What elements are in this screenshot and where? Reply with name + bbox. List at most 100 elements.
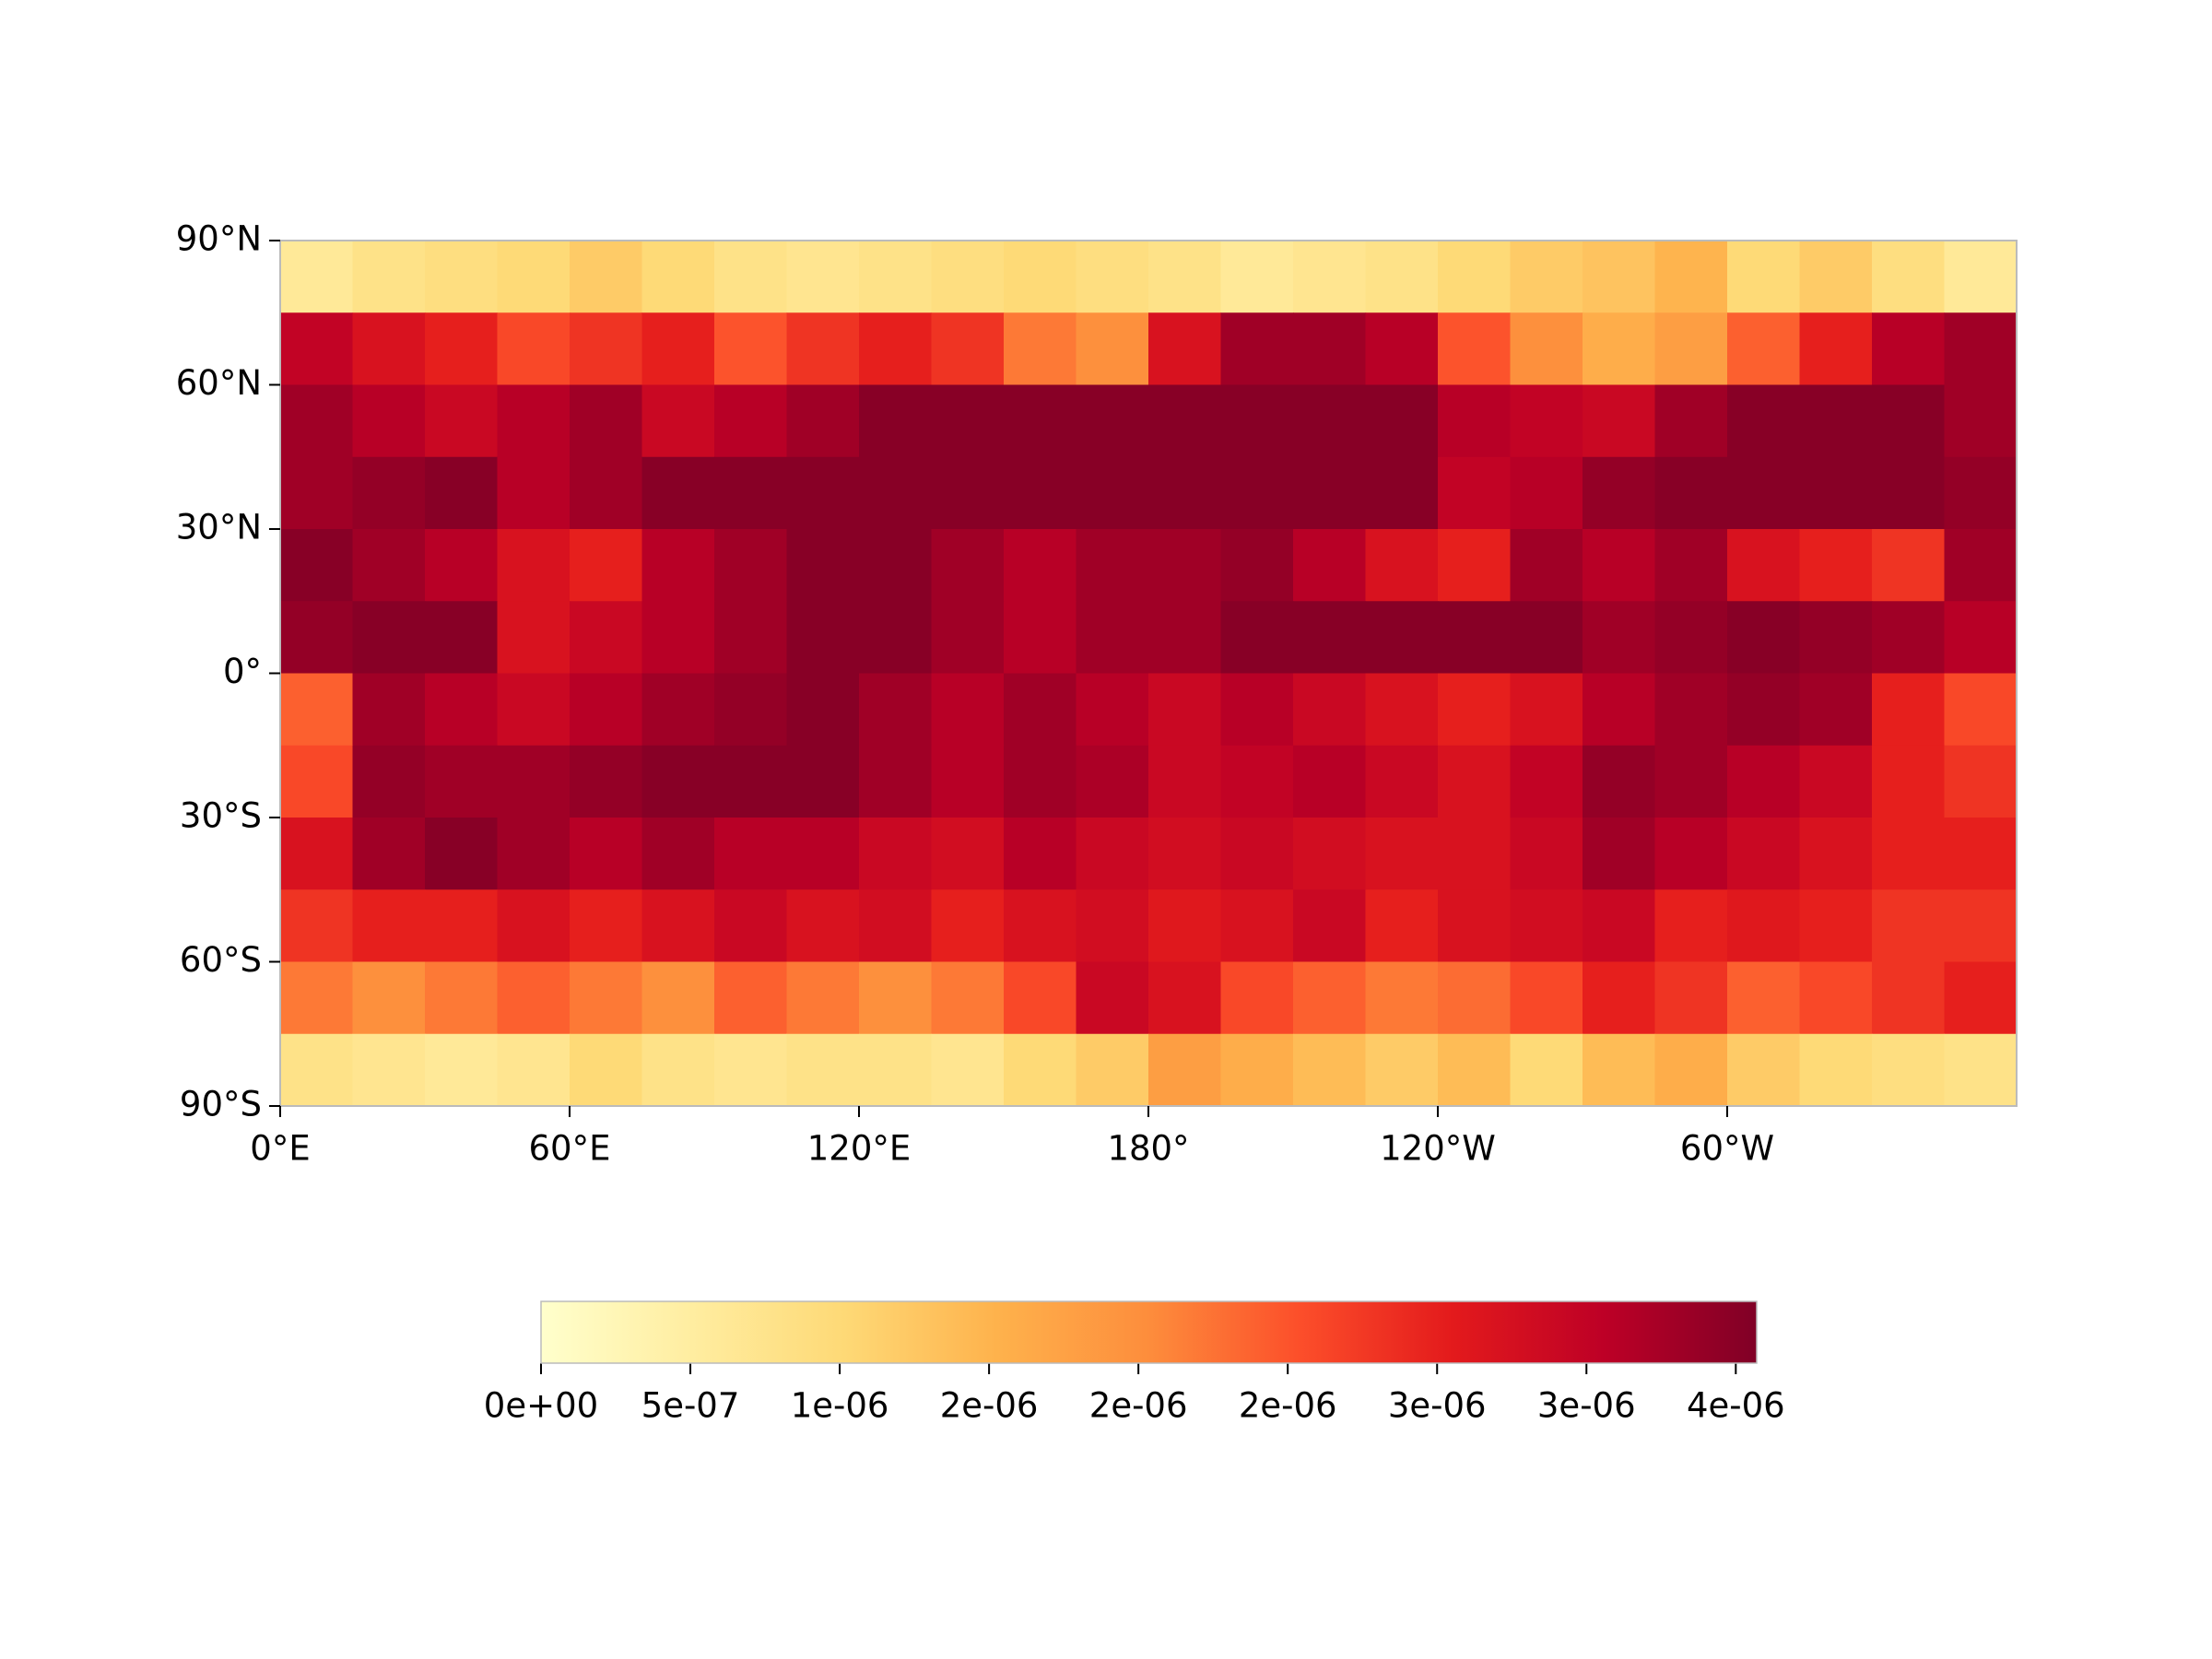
map-cell xyxy=(570,961,643,1035)
map-cell xyxy=(1148,241,1222,313)
map-cell xyxy=(1654,1033,1728,1107)
map-cell xyxy=(425,1033,499,1107)
map-cell xyxy=(1799,961,1873,1035)
map-cell xyxy=(1220,889,1294,963)
map-cell xyxy=(570,889,643,963)
map-cell xyxy=(1220,529,1294,602)
map-cell xyxy=(931,312,1005,386)
map-cell xyxy=(1944,673,2018,747)
map-cell xyxy=(931,529,1005,602)
map-cell xyxy=(352,601,426,675)
map-cell xyxy=(859,241,933,313)
map-cell xyxy=(786,529,860,602)
map-cell xyxy=(425,673,499,747)
map-cell xyxy=(714,889,788,963)
map-cell xyxy=(1583,1033,1656,1107)
map-cell xyxy=(1510,1033,1583,1107)
map-cell xyxy=(1365,961,1439,1035)
map-cell xyxy=(931,745,1005,818)
map-cell xyxy=(1727,529,1801,602)
map-cell xyxy=(786,745,860,818)
map-cell xyxy=(1510,889,1583,963)
map-cell xyxy=(1654,673,1728,747)
map-cell xyxy=(1654,312,1728,386)
map-cell xyxy=(931,241,1005,313)
map-cell xyxy=(352,1033,426,1107)
map-cell xyxy=(714,456,788,530)
x-tick-label: 60°W xyxy=(1680,1129,1774,1169)
map-cell xyxy=(497,312,571,386)
map-cell xyxy=(1438,961,1512,1035)
map-cell xyxy=(280,456,354,530)
map-cell xyxy=(280,889,354,963)
map-cell xyxy=(280,745,354,818)
map-cell xyxy=(1004,384,1077,458)
map-cell xyxy=(570,312,643,386)
map-cell xyxy=(425,961,499,1035)
map-cells xyxy=(280,241,2018,1107)
map-cell xyxy=(1872,673,1946,747)
map-cell xyxy=(641,673,715,747)
map-cell xyxy=(280,529,354,602)
map-cell xyxy=(1076,673,1149,747)
map-cell xyxy=(1799,745,1873,818)
map-cell xyxy=(1076,456,1149,530)
map-cell xyxy=(1510,241,1583,313)
map-cell xyxy=(1076,529,1149,602)
map-cell xyxy=(280,384,354,458)
map-cell xyxy=(1799,1033,1873,1107)
map-cell xyxy=(786,961,860,1035)
map-cell xyxy=(425,456,499,530)
map-cell xyxy=(1148,1033,1222,1107)
map-cell xyxy=(352,384,426,458)
map-cell xyxy=(1654,529,1728,602)
map-cell xyxy=(352,961,426,1035)
map-cell xyxy=(1148,961,1222,1035)
map-cell xyxy=(1365,673,1439,747)
map-cell xyxy=(570,745,643,818)
map-cell xyxy=(280,241,354,313)
map-cell xyxy=(1944,456,2018,530)
map-cell xyxy=(1076,241,1149,313)
map-cell xyxy=(1365,384,1439,458)
map-cell xyxy=(1148,312,1222,386)
map-cell xyxy=(1654,241,1728,313)
map-cell xyxy=(1510,312,1583,386)
map-cell xyxy=(1510,601,1583,675)
map-cell xyxy=(1004,889,1077,963)
map-cell xyxy=(1148,529,1222,602)
colorbar-tick-label: 4e-06 xyxy=(1687,1386,1785,1426)
map-cell xyxy=(786,601,860,675)
map-cell xyxy=(497,818,571,890)
map-cell xyxy=(1004,1033,1077,1107)
y-tick-label: 60°N xyxy=(176,363,262,403)
y-tick-label: 90°N xyxy=(176,219,262,259)
map-cell xyxy=(1148,601,1222,675)
map-cell xyxy=(1438,241,1512,313)
map-cell xyxy=(931,384,1005,458)
map-cell xyxy=(1004,673,1077,747)
map-cell xyxy=(1220,312,1294,386)
map-cell xyxy=(1293,241,1367,313)
map-cell xyxy=(1510,818,1583,890)
colorbar-tick-label: 1e-06 xyxy=(791,1386,889,1426)
map-cell xyxy=(1510,745,1583,818)
map-cell xyxy=(425,312,499,386)
map-cell xyxy=(1583,745,1656,818)
map-cell xyxy=(1727,601,1801,675)
map-cell xyxy=(1076,312,1149,386)
map-cell xyxy=(641,818,715,890)
map-cell xyxy=(641,241,715,313)
map-cell xyxy=(1727,961,1801,1035)
map-cell xyxy=(1872,1033,1946,1107)
axes: 90°N 60°N 30°N 0° 30°S 60°S 90°S 0°E 60°E 120°E 18… xyxy=(176,219,1785,1426)
map-cell xyxy=(859,529,933,602)
map-cell xyxy=(1293,961,1367,1035)
map-cell xyxy=(1727,384,1801,458)
map-cell xyxy=(1293,1033,1367,1107)
map-cell xyxy=(1583,529,1656,602)
map-cell xyxy=(786,1033,860,1107)
map-cell xyxy=(497,384,571,458)
map-cell xyxy=(1583,889,1656,963)
